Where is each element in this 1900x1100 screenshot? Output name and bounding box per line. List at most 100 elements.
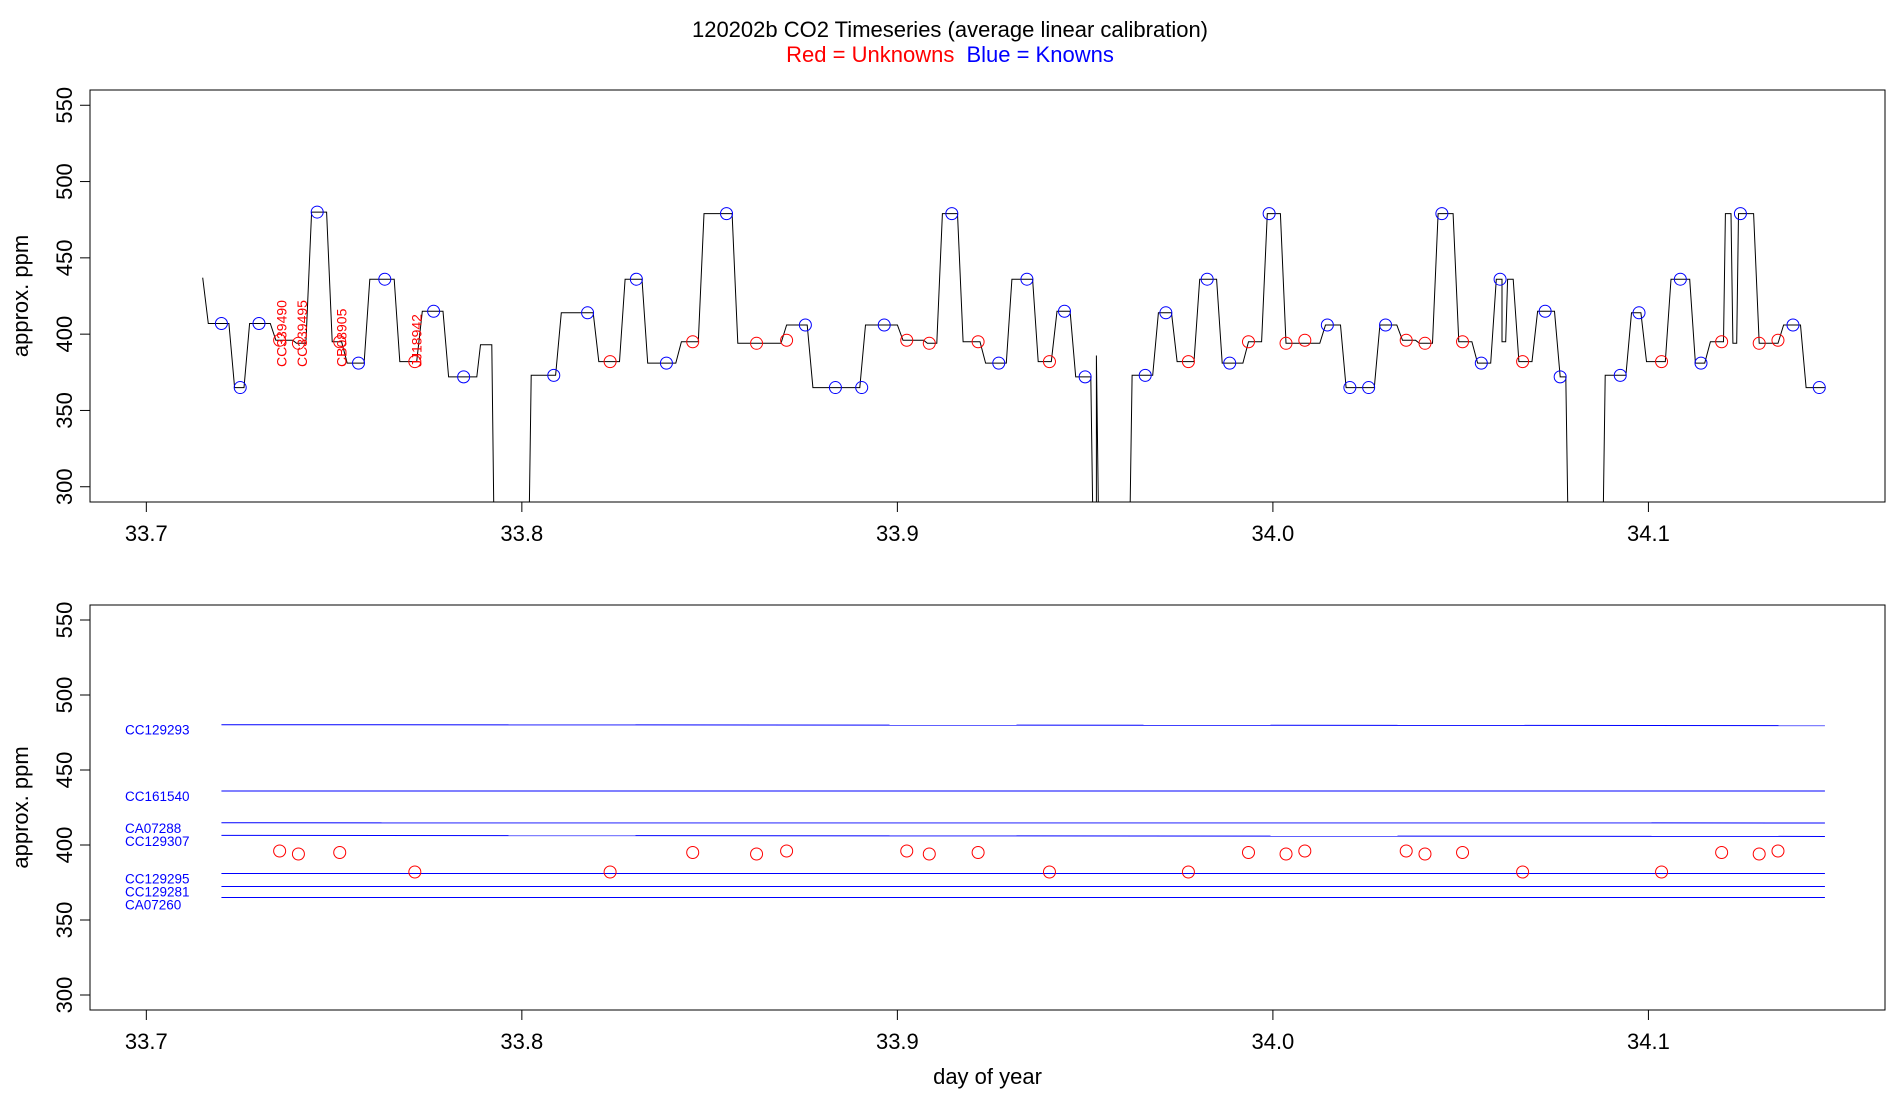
known-point: [1538, 304, 1552, 318]
unknown-point: [273, 333, 287, 347]
unknown-point: [1456, 846, 1470, 859]
unknown-point: [1241, 335, 1255, 349]
unknown-tank-label: CC339495: [294, 300, 310, 367]
unknown-point: [750, 847, 764, 861]
unknown-point: [780, 333, 794, 347]
known-point: [1138, 368, 1152, 382]
unknown-point: [900, 333, 914, 347]
y-tick-label: 350: [52, 902, 77, 939]
unknown-point: [1456, 335, 1470, 349]
known-point: [1223, 356, 1237, 370]
unknown-point: [1279, 847, 1293, 861]
known-point: [378, 272, 392, 286]
unknown-point: [1181, 355, 1195, 369]
unknown-point: [408, 355, 422, 369]
known-point: [310, 205, 324, 219]
co2-trace-line: [202, 211, 1825, 502]
unknown-point: [1042, 355, 1056, 369]
unknown-point: [971, 846, 985, 859]
unknown-point: [1418, 847, 1432, 861]
legend-blue-label: Blue = Knowns: [966, 42, 1113, 67]
y-axis-label: approx. ppm: [8, 746, 33, 868]
y-tick-label: 300: [52, 977, 77, 1014]
known-point: [1694, 356, 1708, 370]
y-tick-label: 500: [52, 677, 77, 714]
y-axis-label: approx. ppm: [8, 235, 33, 357]
known-point: [233, 381, 247, 395]
unknown-point: [1181, 865, 1195, 879]
unknown-tank-label: CC339490: [274, 300, 290, 367]
known-point: [1057, 304, 1071, 318]
x-tick-label: 34.1: [1627, 521, 1670, 546]
standard-tank-label: CC129307: [125, 834, 190, 849]
known-point: [1733, 207, 1747, 221]
plot-frame: [89, 604, 1886, 1011]
known-point: [1343, 381, 1357, 395]
standard-tank-label: CC129293: [125, 723, 190, 738]
known-point: [1632, 306, 1646, 320]
unknown-point: [291, 847, 305, 861]
known-point: [1262, 207, 1276, 221]
known-point: [659, 356, 673, 370]
known-point: [547, 368, 561, 382]
known-point: [992, 356, 1006, 370]
known-point: [1200, 272, 1214, 286]
unknown-point: [1399, 844, 1413, 858]
unknown-point: [1771, 333, 1785, 347]
known-point: [1553, 370, 1567, 384]
plot-frame: [89, 89, 1886, 503]
y-tick-label: 450: [52, 752, 77, 789]
y-tick-label: 300: [52, 468, 77, 505]
unknown-tank-label: CB08905: [334, 308, 350, 367]
unknown-point: [1715, 846, 1729, 859]
x-tick-label: 33.9: [876, 1029, 919, 1054]
known-point: [1613, 368, 1627, 382]
unknown-point: [922, 336, 936, 350]
known-point: [1362, 381, 1376, 395]
top-panel: 33.7 33.8 33.9 34.0 34.1 300 350 400 450 500 550 ap…: [8, 87, 1886, 546]
unknown-point: [1279, 336, 1293, 350]
known-point: [427, 304, 441, 318]
y-tick-label: 500: [52, 163, 77, 200]
standard-tank-label: CC129295: [125, 872, 190, 887]
bottom-panel: 33.7 33.8 33.9 34.0 34.1 300 350 400 450 500 550 ap…: [8, 602, 1886, 1089]
y-tick-label: 400: [52, 316, 77, 353]
unknown-point: [603, 865, 617, 879]
x-tick-label: 34.0: [1251, 1029, 1294, 1054]
known-point: [720, 207, 734, 221]
x-tick-label: 33.9: [876, 521, 919, 546]
legend-red-label: Red = Unknowns: [786, 42, 954, 67]
unknown-point: [273, 844, 287, 858]
standard-tank-label: CA07288: [125, 821, 181, 836]
unknown-point: [750, 336, 764, 350]
unknown-point: [333, 846, 347, 859]
x-tick-label: 33.8: [500, 1029, 543, 1054]
known-point: [1474, 356, 1488, 370]
y-tick-label: 350: [52, 392, 77, 429]
known-point: [877, 318, 891, 332]
unknown-point: [1298, 333, 1312, 347]
known-point: [1159, 306, 1173, 320]
unknown-point: [1516, 865, 1530, 879]
known-point: [457, 370, 471, 384]
known-point: [1812, 381, 1826, 395]
known-point: [1078, 370, 1092, 384]
known-point: [1493, 272, 1507, 286]
unknown-point: [1298, 844, 1312, 858]
unknown-point: [1516, 355, 1530, 369]
x-tick-label: 33.7: [125, 1029, 168, 1054]
known-point: [581, 306, 595, 320]
unknown-point: [900, 844, 914, 858]
known-point: [1020, 272, 1034, 286]
unknown-point: [1042, 865, 1056, 879]
unknown-point: [1241, 846, 1255, 859]
unknown-tank-label: JJ18942: [409, 314, 425, 367]
unknown-point: [333, 335, 347, 349]
standard-tank-line: [221, 834, 1825, 837]
unknown-point: [1715, 335, 1729, 349]
unknown-point: [291, 336, 305, 350]
x-tick-label: 34.1: [1627, 1029, 1670, 1054]
standard-tank-label: CC129281: [125, 885, 190, 900]
